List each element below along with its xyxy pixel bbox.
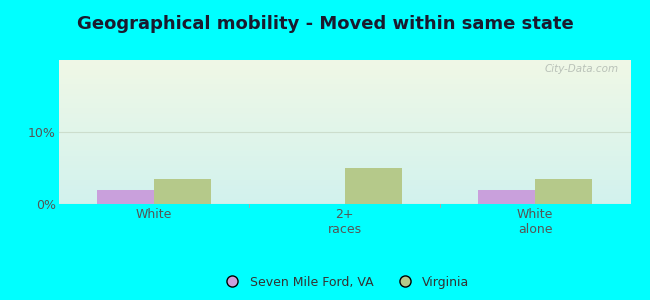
Legend: Seven Mile Ford, VA, Virginia: Seven Mile Ford, VA, Virginia (214, 271, 474, 294)
Bar (478, 190, 535, 204)
Text: Geographical mobility - Moved within same state: Geographical mobility - Moved within sam… (77, 15, 573, 33)
Bar (154, 179, 211, 204)
Bar (97, 190, 154, 204)
Bar (535, 179, 592, 204)
Text: City-Data.com: City-Data.com (545, 64, 619, 74)
Bar (344, 168, 402, 204)
